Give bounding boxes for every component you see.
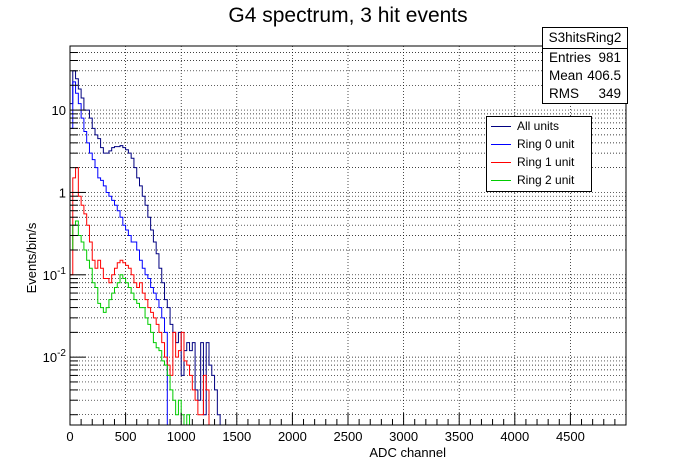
x-tick-label-9: 4500	[556, 429, 585, 444]
x-tick-label-8: 4000	[500, 429, 529, 444]
legend-swatch-ring-0	[491, 143, 511, 145]
legend-label-all-units: All units	[517, 119, 560, 133]
legend-label-ring-1: Ring 1 unit	[517, 155, 575, 169]
chart-title: G4 spectrum, 3 hit events	[228, 4, 468, 27]
series-line-2	[69, 167, 626, 426]
legend-label-ring-2: Ring 2 unit	[517, 173, 575, 187]
y-tick-label-2: 10-1	[43, 266, 67, 283]
legend-swatch-ring-1	[491, 161, 511, 163]
y-axis-label: Events/bin/s	[24, 222, 39, 293]
x-tick-label-6: 3000	[389, 429, 418, 444]
x-tick-label-7: 3500	[445, 429, 474, 444]
x-tick-label-1: 500	[115, 429, 137, 444]
y-tick-label-0: 10	[52, 103, 66, 118]
legend-swatch-ring-2	[491, 179, 511, 181]
legend-swatch-all-units	[491, 125, 511, 127]
legend-item-ring-0: Ring 0 unit	[487, 135, 591, 153]
x-tick-label-5: 2500	[334, 429, 363, 444]
stats-row-entries: Entries 981	[543, 49, 627, 67]
x-tick-label-2: 1000	[167, 429, 196, 444]
stats-name: S3hitsRing2	[543, 28, 627, 49]
stats-box: S3hitsRing2 Entries 981 Mean 406.5 RMS 3…	[542, 27, 628, 104]
stats-row-rms: RMS 349	[543, 85, 627, 103]
legend-item-all-units: All units	[487, 117, 591, 135]
series-line-0	[69, 70, 626, 426]
x-tick-label-4: 2000	[278, 429, 307, 444]
stats-row-mean: Mean 406.5	[543, 67, 627, 85]
x-tick-label-0: 0	[66, 429, 73, 444]
legend: All units Ring 0 unit Ring 1 unit Ring 2…	[486, 116, 592, 192]
y-tick-label-3: 10-2	[43, 348, 67, 365]
legend-item-ring-2: Ring 2 unit	[487, 171, 591, 189]
stats-mean-value: 406.5	[587, 68, 621, 83]
legend-label-ring-0: Ring 0 unit	[517, 137, 575, 151]
x-tick-label-3: 1500	[222, 429, 251, 444]
legend-item-ring-1: Ring 1 unit	[487, 153, 591, 171]
series-line-3	[69, 220, 626, 426]
series-line-1	[69, 81, 626, 426]
stats-rms-value: 349	[598, 86, 621, 101]
stats-rms-label: RMS	[549, 86, 579, 101]
stats-entries-value: 981	[598, 50, 621, 65]
stats-mean-label: Mean	[549, 68, 583, 83]
x-axis-label: ADC channel	[369, 445, 446, 460]
y-tick-label-1: 1	[59, 185, 66, 200]
stats-entries-label: Entries	[549, 50, 592, 65]
